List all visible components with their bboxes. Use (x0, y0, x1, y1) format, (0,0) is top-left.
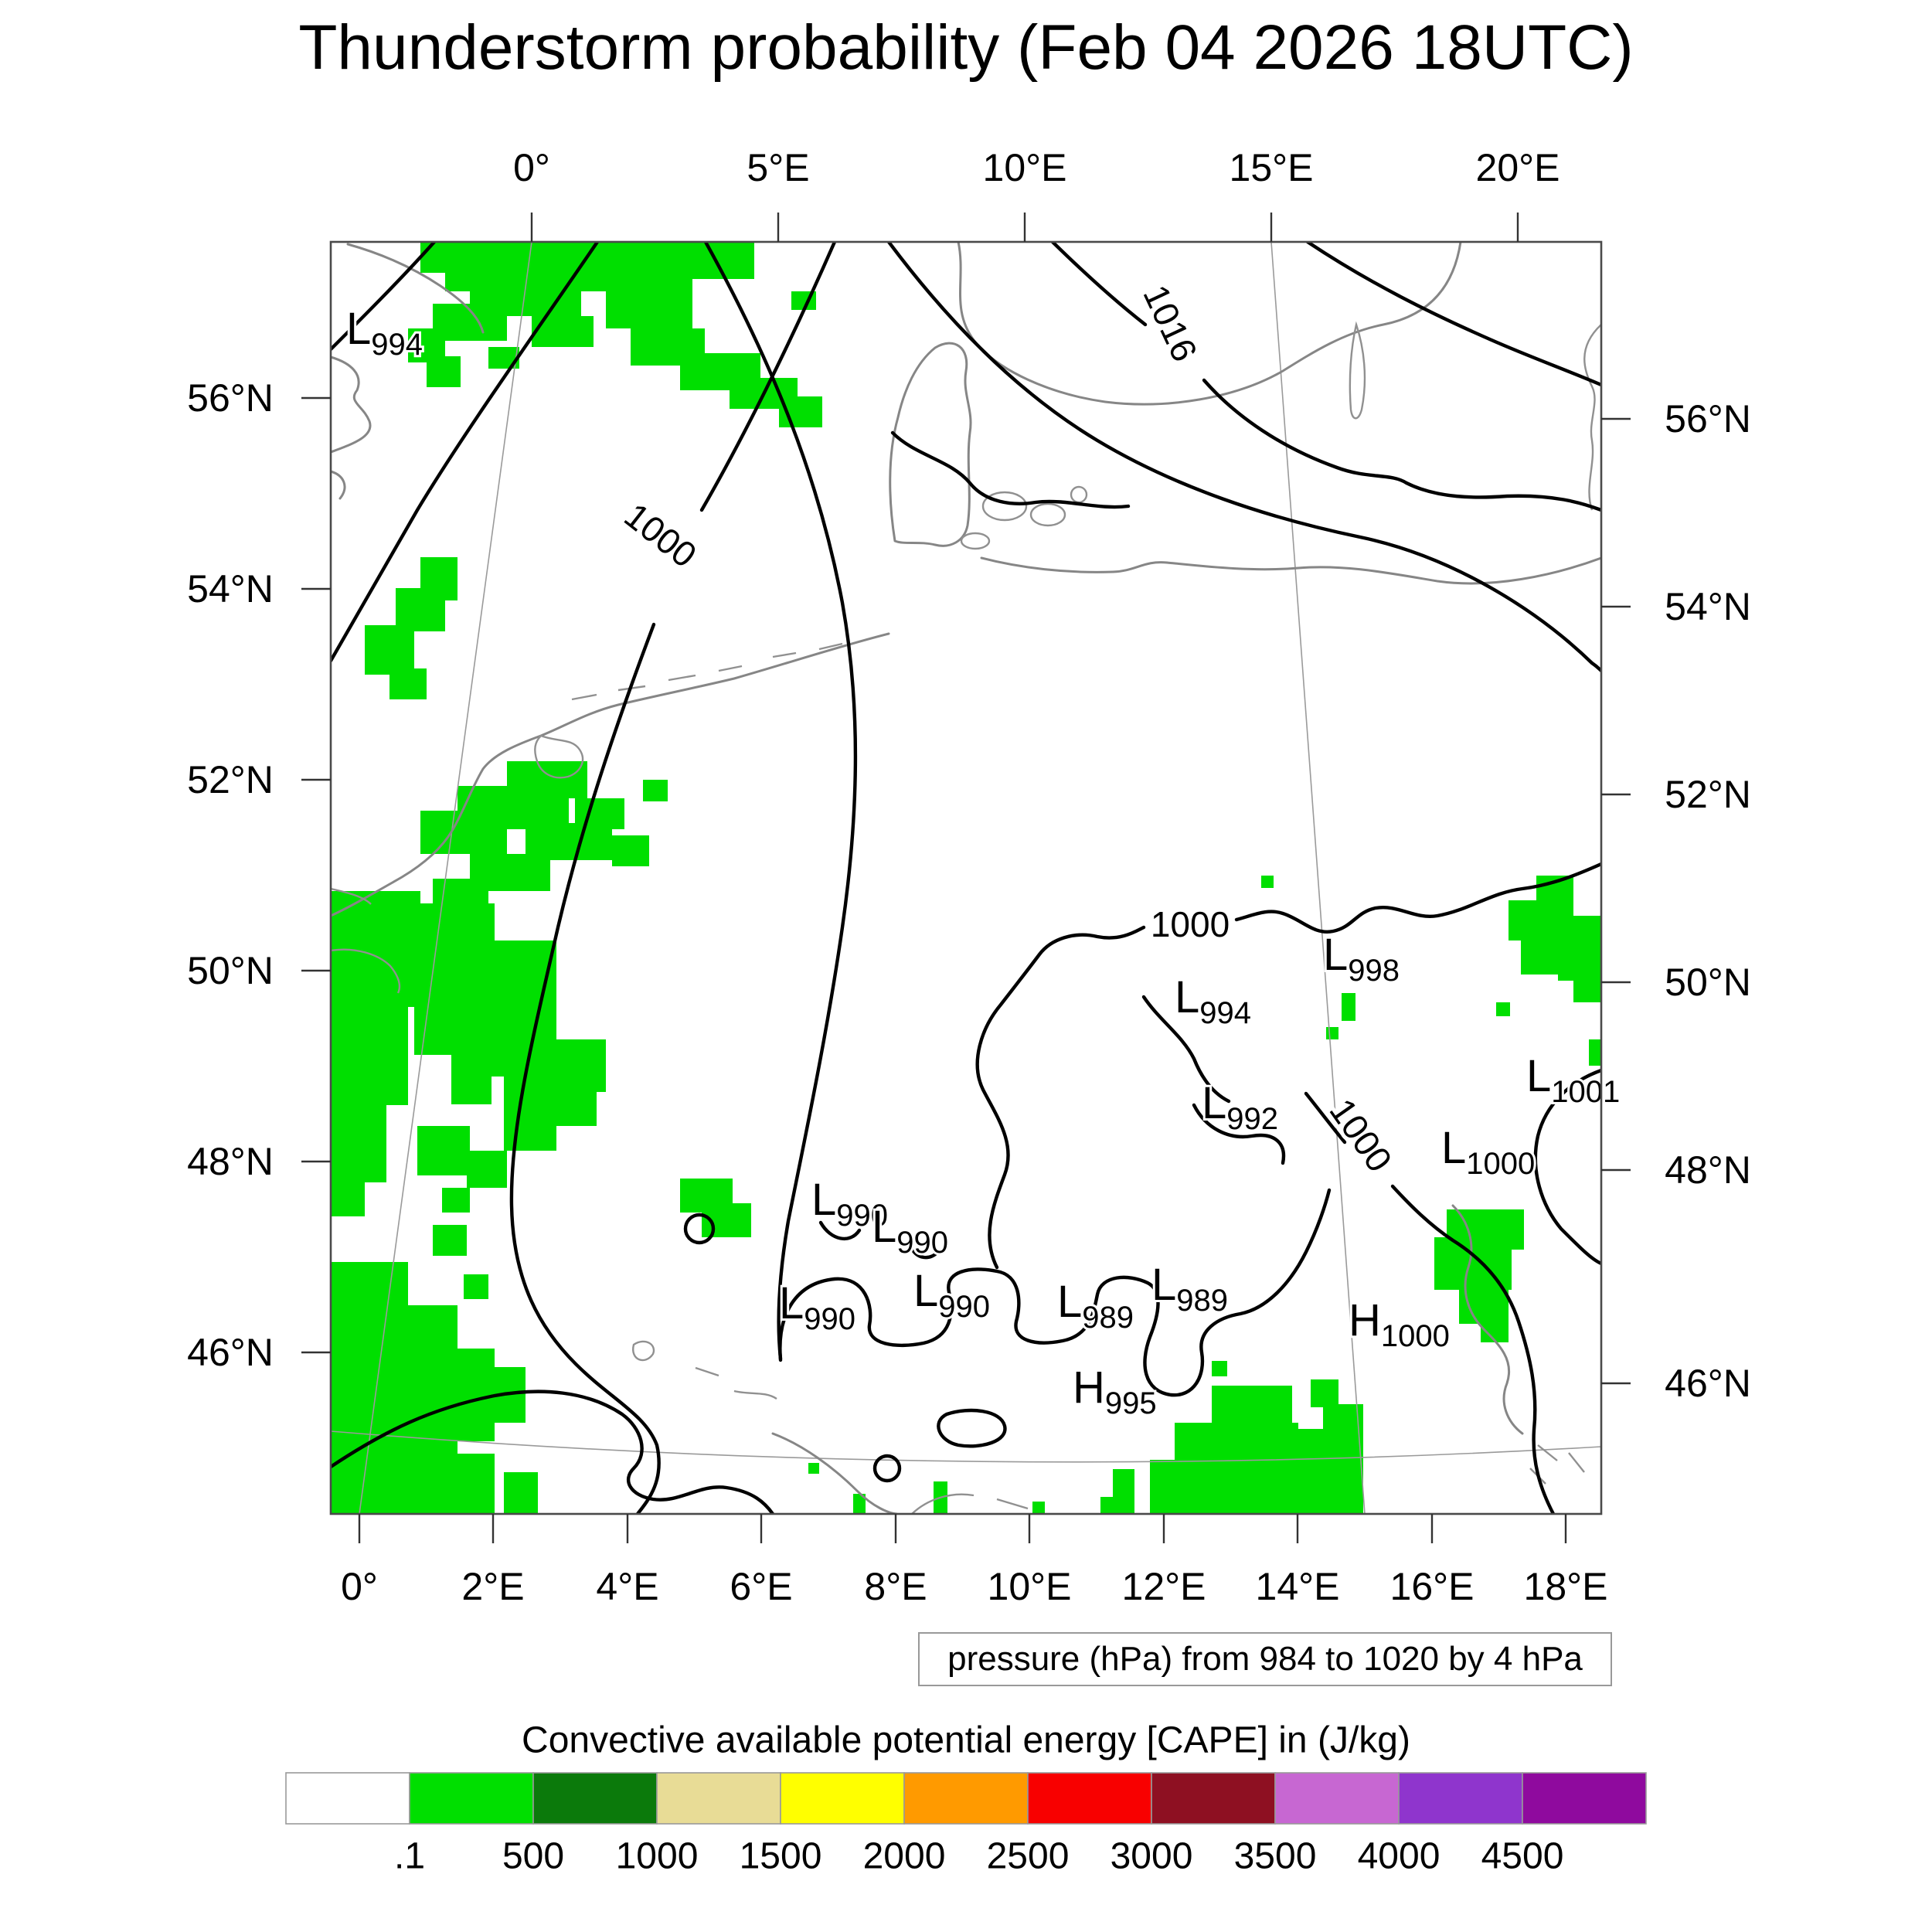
colorbar-swatch-8 (1274, 1772, 1400, 1825)
bottom-axis-label-18e: 18°E (1523, 1565, 1608, 1608)
pressure-center-L994-nw: L994 (346, 304, 423, 362)
right-axis-label-54n: 54°N (1665, 585, 1751, 628)
left-axis-label-46n: 46°N (187, 1331, 274, 1374)
colorbar-title: Convective available potential energy [C… (522, 1719, 1410, 1761)
top-axis-label-15e: 15°E (1229, 146, 1314, 189)
top-axis-label-20e: 20°E (1475, 146, 1560, 189)
isobar-layer (331, 242, 1601, 1514)
right-axis-label-52n: 52°N (1665, 773, 1751, 816)
colorbar-tick-2: 1000 (615, 1835, 699, 1877)
colorbar-swatch-10 (1522, 1772, 1647, 1825)
pressure-center-L990-b: L990 (872, 1202, 948, 1260)
pressure-center-H1000: H1000 (1349, 1295, 1450, 1353)
colorbar-swatch-6 (1027, 1772, 1152, 1825)
colorbar (285, 1772, 1647, 1825)
pressure-center-L990-c: L990 (913, 1266, 990, 1324)
right-axis-label-50n: 50°N (1665, 961, 1751, 1004)
colorbar-tick-7: 3500 (1233, 1835, 1317, 1877)
page-title: Thunderstorm probability (Feb 04 2026 18… (298, 12, 1634, 83)
left-axis-label-56n: 56°N (187, 376, 274, 420)
left-axis-label-52n: 52°N (187, 758, 274, 801)
colorbar-tick-6: 3000 (1110, 1835, 1193, 1877)
colorbar-swatch-7 (1151, 1772, 1276, 1825)
isobar-label-1000-center: 1000 (1151, 904, 1230, 944)
bottom-axis-label-6e: 6°E (730, 1565, 793, 1608)
pressure-centers: L994 L998 L994 L992 L1001 L1000 H1000 L9… (344, 301, 1622, 1423)
colorbar-tick-0: .1 (393, 1835, 426, 1877)
isobar-labels: 1000 1000 1000 1016 (614, 275, 1404, 1183)
colorbar-swatch-2 (532, 1772, 658, 1825)
pressure-center-L998: L998 (1323, 930, 1400, 988)
pressure-center-H995: H995 (1073, 1362, 1157, 1420)
bottom-axis-label-0: 0° (341, 1565, 378, 1608)
colorbar-tick-8: 4000 (1357, 1835, 1440, 1877)
map-frame (329, 240, 1603, 1515)
colorbar-tick-5: 2500 (986, 1835, 1070, 1877)
pressure-center-L990-a: L990 (811, 1175, 888, 1233)
bottom-axis-label-12e: 12°E (1121, 1565, 1206, 1608)
pressure-legend-box: pressure (hPa) from 984 to 1020 by 4 hPa (918, 1632, 1612, 1686)
right-axis-label-56n: 56°N (1665, 397, 1751, 440)
colorbar-swatch-3 (656, 1772, 781, 1825)
colorbar-swatch-9 (1398, 1772, 1523, 1825)
pressure-center-L989-a: L989 (1057, 1277, 1134, 1335)
right-axis-label-48n: 48°N (1665, 1148, 1751, 1192)
bottom-axis-label-2e: 2°E (461, 1565, 525, 1608)
colorbar-swatch-1 (409, 1772, 534, 1825)
colorbar-tick-4: 2000 (862, 1835, 946, 1877)
pressure-center-L994-c: L994 (1175, 972, 1251, 1030)
top-axis-label-5e: 5°E (747, 146, 810, 189)
bottom-axis-label-16e: 16°E (1389, 1565, 1475, 1608)
colorbar-swatch-4 (780, 1772, 905, 1825)
colorbar-tick-3: 1500 (739, 1835, 822, 1877)
pressure-legend-text: pressure (hPa) from 984 to 1020 by 4 hPa (947, 1640, 1583, 1678)
colorbar-swatch-0 (285, 1772, 410, 1825)
isobar-label-1000-nw: 1000 (617, 495, 705, 575)
pressure-center-L992: L992 (1202, 1078, 1278, 1136)
colorbar-tick-9: 4500 (1481, 1835, 1564, 1877)
left-axis-label-50n: 50°N (187, 949, 274, 992)
isobar-label-1000-se: 1000 (1321, 1091, 1400, 1179)
top-axis-label-10e: 10°E (982, 146, 1067, 189)
pressure-center-L1000: L1000 (1441, 1123, 1535, 1181)
pressure-center-L990-d: L990 (779, 1278, 855, 1336)
pressure-center-L1001: L1001 (1526, 1051, 1620, 1109)
pressure-center-L989-b: L989 (1151, 1260, 1228, 1318)
colorbar-swatch-5 (903, 1772, 1029, 1825)
bottom-axis-label-14e: 14°E (1255, 1565, 1340, 1608)
cape-shading-layer (331, 242, 1601, 1514)
left-axis-label-48n: 48°N (187, 1140, 274, 1183)
colorbar-tick-1: 500 (502, 1835, 565, 1877)
left-axis-label-54n: 54°N (187, 567, 274, 611)
bottom-axis-label-8e: 8°E (864, 1565, 927, 1608)
axis-ticks (301, 213, 1631, 1543)
top-axis-label-0: 0° (513, 146, 550, 189)
bottom-axis-label-10e: 10°E (987, 1565, 1072, 1608)
right-axis-label-46n: 46°N (1665, 1362, 1751, 1405)
bottom-axis-label-4e: 4°E (596, 1565, 659, 1608)
graticule-lines (331, 242, 1601, 1514)
